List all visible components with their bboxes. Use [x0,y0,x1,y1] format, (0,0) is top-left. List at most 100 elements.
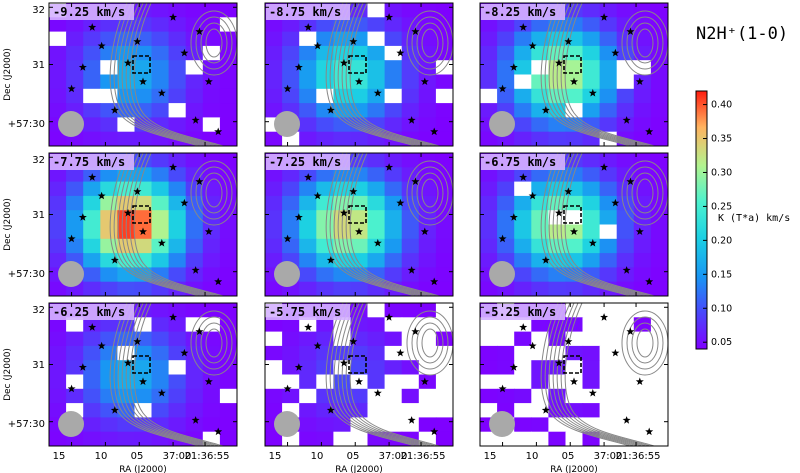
contour-line [560,303,651,446]
colorbar-gradient [695,90,708,350]
heatmap-cell [316,224,334,240]
heatmap-cell [480,360,498,376]
heatmap-cell [151,303,170,318]
star-icon [294,363,303,371]
x-tick-label: 10 [526,451,539,462]
contour-line [200,172,228,214]
contour-line [113,153,204,296]
heatmap-cell [384,403,403,418]
heatmap-cell [497,88,515,104]
heatmap-cell [265,88,283,104]
heatmap-cell [616,117,635,133]
heatmap-cell [100,331,118,347]
heatmap-cell [514,195,532,211]
heatmap-cell [333,403,352,418]
heatmap-cell [633,267,652,283]
heatmap-cell [100,238,118,254]
heatmap-cell [134,167,153,183]
heatmap-cell [531,117,549,133]
heatmap-cell [384,417,403,433]
contour-line [113,303,204,446]
heatmap-cell [418,3,437,18]
heatmap-cell [299,360,317,376]
y-tick-label: +57:30 [8,269,45,280]
heatmap-cell [151,374,170,390]
beam-circle-icon [489,261,515,287]
heatmap-cell [633,17,652,33]
heatmap-cell [367,253,386,268]
heatmap-cell [265,360,283,376]
star-icon [294,63,303,71]
heatmap-cell [66,345,84,361]
heatmap-cell [514,331,532,347]
heatmap-cell [168,103,187,118]
star-icon [588,388,597,397]
heatmap-cell [367,345,386,361]
star-icon [191,116,200,124]
heatmap-cell [633,181,652,197]
heatmap-cell [548,45,567,61]
heatmap-cell [582,238,601,254]
heatmap-cell [350,167,369,183]
heatmap-cell [265,431,283,446]
contour-line [133,153,224,296]
heatmap-cell [548,253,567,268]
heatmap-cell [435,103,453,118]
heatmap-cell [565,45,584,61]
contour-line [205,178,223,208]
star-icon [313,41,322,50]
heatmap-cell [650,431,668,446]
contour-line [200,22,228,64]
heatmap-cell [531,431,549,446]
heatmap-cell [219,3,237,18]
heatmap-cell [435,224,453,240]
heatmap-cell [582,74,601,90]
dashed-box-icon [132,205,151,224]
heatmap-cell [435,345,453,361]
heatmap-cell [100,431,118,446]
star-icon [67,234,76,243]
heatmap-cell [599,360,618,376]
heatmap-cell [367,74,386,90]
heatmap-cell [650,345,668,361]
heatmap-cell [168,303,187,318]
heatmap-cell [599,3,618,18]
velocity-label: -6.25 km/s [53,305,125,319]
star-icon [195,27,204,35]
star-icon [157,238,166,247]
heatmap-cell [616,360,635,376]
heatmap-cell [599,267,618,283]
x-tick-label: 05 [131,451,144,462]
heatmap-cell [480,331,498,347]
heatmap-cell [66,31,84,47]
heatmap-cell [367,88,386,104]
heatmap-cell [350,360,369,376]
contour-line [564,303,655,446]
beam-circle-icon [274,261,300,287]
heatmap-cell [168,345,187,361]
heatmap-cell [616,331,635,347]
heatmap-cell [599,403,618,418]
heatmap-cell [66,45,84,61]
heatmap-cell [531,281,549,296]
star-icon [97,41,106,50]
heatmap-cell [49,388,67,404]
star-icon [635,377,644,385]
heatmap-cell [83,224,101,240]
star-icon [214,277,223,286]
heatmap-cell [599,253,618,268]
heatmap-cell [633,224,652,240]
heatmap-cell [299,117,317,133]
heatmap-cell [151,345,170,361]
star-icon [195,177,204,185]
heatmap-cell [265,131,283,146]
contour-line [333,153,424,296]
star-icon [622,266,631,274]
heatmap-cell [531,317,549,333]
heatmap-cell [367,17,386,33]
dashed-box-icon [563,355,582,374]
heatmap-cell [384,224,403,240]
heatmap-cell [514,431,532,446]
heatmap-cell [316,267,334,283]
